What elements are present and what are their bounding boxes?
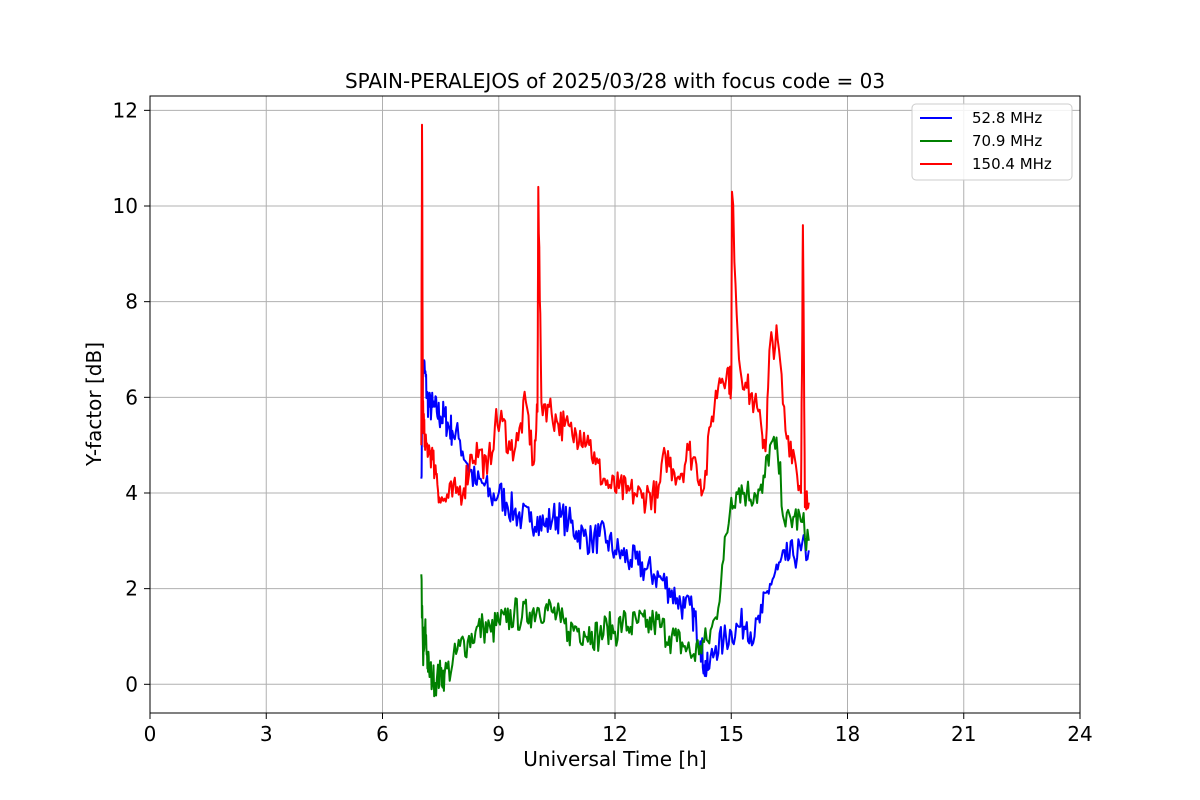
legend: 52.8 MHz 70.9 MHz 150.4 MHz [911, 103, 1073, 181]
y-tick-label: 6 [125, 385, 138, 409]
y-tick-label: 4 [125, 481, 138, 505]
x-tick-label: 0 [144, 722, 157, 746]
legend-label: 150.4 MHz [972, 155, 1052, 173]
x-axis-label: Universal Time [h] [523, 747, 706, 771]
y-axis-label: Y-factor [dB] [82, 342, 106, 467]
y-tick-label: 2 [125, 577, 138, 601]
chart-title: SPAIN-PERALEJOS of 2025/03/28 with focus… [345, 69, 885, 93]
series-line-1 [420, 435, 810, 698]
x-tick-label: 15 [719, 722, 744, 746]
x-tick-label: 12 [602, 722, 627, 746]
x-tick-label: 6 [376, 722, 389, 746]
x-tick-label: 24 [1067, 722, 1092, 746]
y-tick-label: 8 [125, 290, 138, 314]
x-tick-label: 9 [492, 722, 505, 746]
y-tick-label: 0 [125, 672, 138, 696]
series-layer [420, 123, 810, 698]
y-tick-label: 10 [113, 194, 138, 218]
x-tick-label: 18 [835, 722, 860, 746]
series-line-2 [420, 123, 810, 514]
series-line-0 [420, 359, 810, 678]
x-tick-label: 3 [260, 722, 273, 746]
x-tick-label: 21 [951, 722, 976, 746]
legend-label: 52.8 MHz [972, 109, 1042, 127]
y-tick-label: 12 [113, 98, 138, 122]
legend-label: 70.9 MHz [972, 132, 1042, 150]
legend-box [911, 103, 1073, 181]
